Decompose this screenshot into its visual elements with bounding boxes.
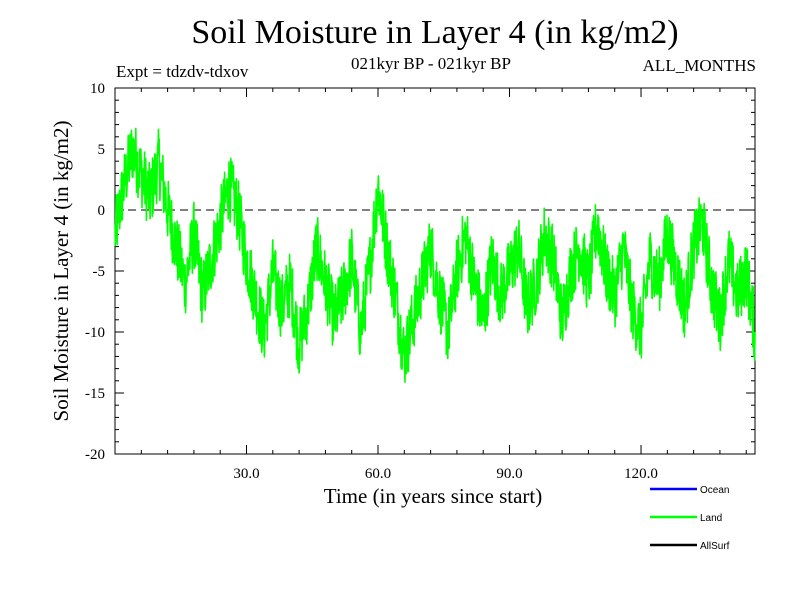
- y-tick-label: 10: [90, 81, 105, 97]
- y-tick-label: -10: [85, 325, 105, 341]
- legend-label-land: Land: [700, 513, 722, 524]
- y-axis-label: Soil Moisture in Layer 4 (in kg/m2): [49, 121, 73, 422]
- chart-title: Soil Moisture in Layer 4 (in kg/m2): [191, 14, 679, 51]
- period-label: 021kyr BP - 021kyr BP: [351, 54, 511, 73]
- months-label: ALL_MONTHS: [642, 56, 756, 75]
- y-tick-label: -15: [85, 386, 105, 402]
- x-tick-label: 30.0: [233, 466, 259, 482]
- y-tick-label: 0: [98, 203, 106, 219]
- legend-label-ocean: Ocean: [700, 485, 729, 496]
- x-axis-label: Time (in years since start): [324, 484, 543, 508]
- x-tick-label: 90.0: [496, 466, 522, 482]
- y-tick-label: -20: [85, 447, 105, 463]
- x-tick-label: 120.0: [624, 466, 658, 482]
- series-line-land: [114, 127, 756, 384]
- experiment-label: Expt = tdzdv-tdxov: [116, 62, 249, 81]
- y-tick-label: 5: [98, 142, 106, 158]
- legend-label-allsurf: AllSurf: [700, 541, 730, 552]
- y-tick-label: -5: [93, 264, 106, 280]
- x-tick-label: 60.0: [365, 466, 391, 482]
